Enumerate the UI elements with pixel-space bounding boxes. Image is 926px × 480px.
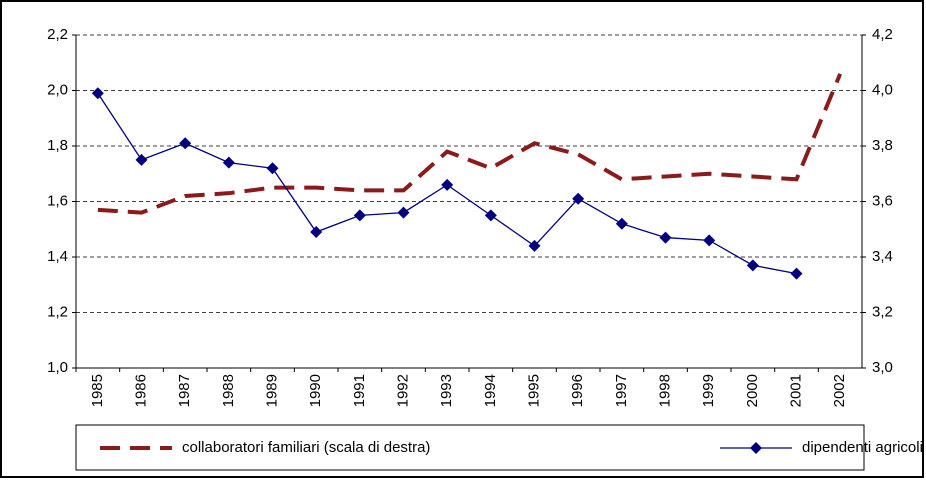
x-tick-label: 2000 bbox=[744, 374, 761, 407]
y2-tick-label: 3,8 bbox=[872, 137, 893, 154]
marker bbox=[91, 87, 104, 100]
x-tick-label: 1985 bbox=[89, 374, 106, 407]
x-tick-label: 1988 bbox=[220, 374, 237, 407]
marker bbox=[135, 153, 148, 166]
y2-tick-label: 3,0 bbox=[872, 359, 893, 376]
legend-marker bbox=[750, 442, 762, 454]
x-tick-label: 1998 bbox=[656, 374, 673, 407]
x-tick-label: 1999 bbox=[700, 374, 717, 407]
marker bbox=[615, 217, 628, 230]
y-tick-label: 1,2 bbox=[47, 303, 68, 320]
marker bbox=[179, 137, 192, 150]
marker bbox=[353, 209, 366, 222]
x-tick-label: 1991 bbox=[351, 374, 368, 407]
marker bbox=[310, 226, 323, 239]
marker bbox=[484, 209, 497, 222]
marker bbox=[659, 231, 672, 244]
y-tick-label: 2,2 bbox=[47, 26, 68, 43]
y2-tick-label: 3,6 bbox=[872, 192, 893, 209]
x-tick-label: 1986 bbox=[132, 374, 149, 407]
legend-box bbox=[75, 424, 865, 471]
x-tick-label: 1994 bbox=[482, 374, 499, 407]
y2-tick-label: 4,2 bbox=[872, 26, 893, 43]
legend-label: collaboratori familiari (scala di destra… bbox=[182, 439, 430, 456]
x-tick-label: 1995 bbox=[525, 374, 542, 407]
series-line bbox=[97, 73, 843, 215]
x-tick-label: 1993 bbox=[438, 374, 455, 407]
x-tick-label: 1992 bbox=[394, 374, 411, 407]
y-tick-label: 1,0 bbox=[47, 359, 68, 376]
y-tick-label: 2,0 bbox=[47, 81, 68, 98]
legend-label: dipendenti agricoli bbox=[802, 439, 923, 456]
y-tick-label: 1,8 bbox=[47, 137, 68, 154]
marker bbox=[397, 206, 410, 219]
marker bbox=[790, 267, 803, 280]
x-tick-label: 2002 bbox=[831, 374, 848, 407]
marker bbox=[266, 162, 279, 175]
y-tick-label: 1,4 bbox=[47, 248, 68, 265]
marker bbox=[703, 234, 716, 247]
x-tick-label: 1997 bbox=[613, 374, 630, 407]
y2-tick-label: 3,2 bbox=[872, 303, 893, 320]
y2-tick-label: 3,4 bbox=[872, 248, 893, 265]
y2-tick-label: 4,0 bbox=[872, 81, 893, 98]
x-tick-label: 2001 bbox=[787, 374, 804, 407]
x-tick-label: 1990 bbox=[307, 374, 324, 407]
x-tick-label: 1987 bbox=[176, 374, 193, 407]
marker bbox=[528, 239, 541, 252]
marker bbox=[572, 192, 585, 205]
marker bbox=[222, 156, 235, 169]
marker bbox=[441, 178, 454, 191]
x-tick-label: 1989 bbox=[263, 374, 280, 407]
x-tick-label: 1996 bbox=[569, 374, 586, 407]
y-tick-label: 1,6 bbox=[47, 192, 68, 209]
marker bbox=[746, 259, 759, 272]
